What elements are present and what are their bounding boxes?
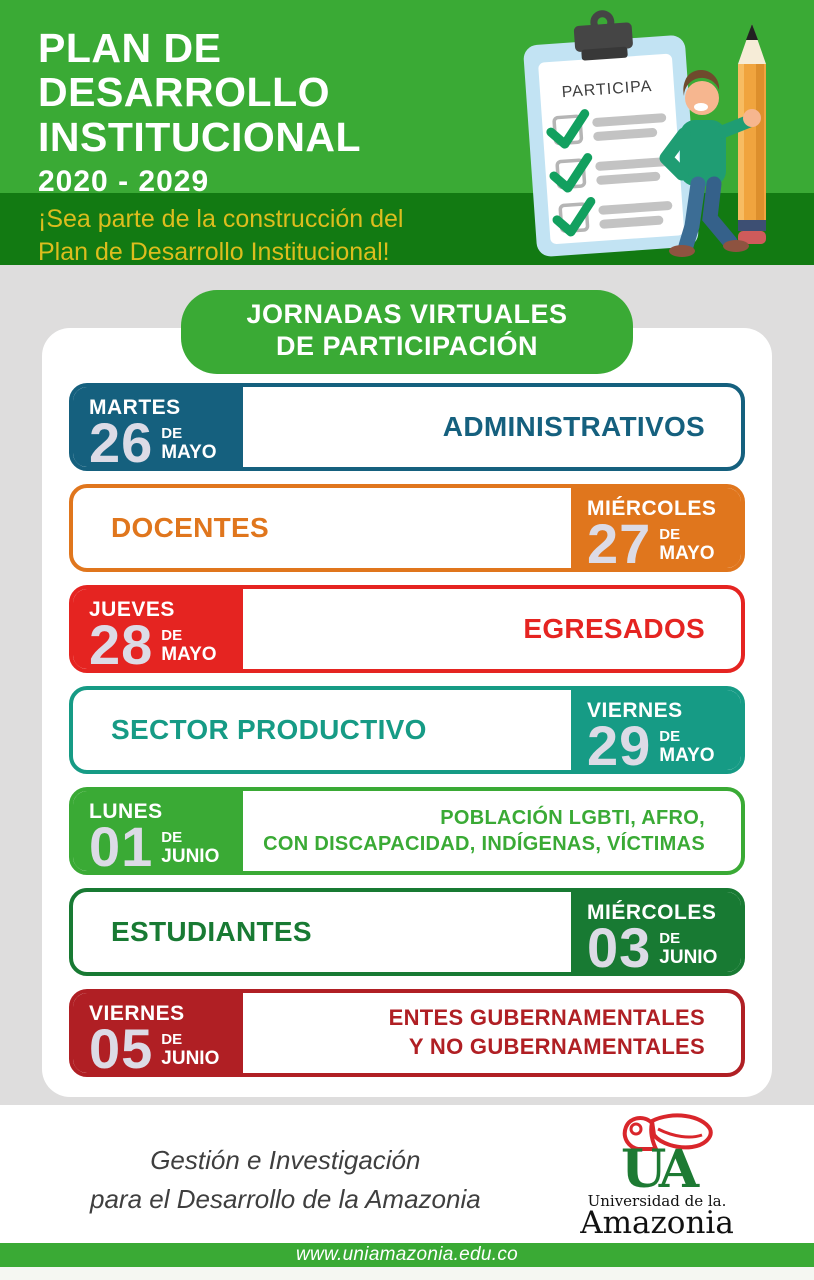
audience-label: ADMINISTRATIVOS [442, 411, 705, 442]
logo-top-text: Universidad de la. [588, 1192, 727, 1210]
university-logo: UA Universidad de la. Amazonia [572, 1109, 742, 1244]
day-number: 05 [89, 1017, 154, 1077]
de-label: DE [161, 627, 183, 644]
check-icon [546, 109, 667, 149]
de-label: DE [659, 930, 681, 947]
header-subtitle: ¡Sea parte de la construcción del Plan d… [38, 205, 404, 266]
date-box: MIÉRCOLES 27 DE MAYO [571, 488, 741, 568]
day-number: 27 [587, 512, 652, 572]
footer: Gestión e Investigación para el Desarrol… [0, 1105, 814, 1243]
month-label: MAYO [161, 441, 217, 463]
pencil-icon [738, 24, 766, 244]
schedule-row-egresados: JUEVES 28 DE MAYO EGRESADOS [69, 585, 745, 673]
day-label: MIÉRCOLES [587, 497, 717, 520]
footer-slogan: Gestión e Investigación para el Desarrol… [90, 1145, 481, 1214]
date-box: LUNES 01 DE JUNIO [73, 791, 243, 871]
logo-name-text: Amazonia [579, 1205, 734, 1239]
date-box: VIERNES 29 DE MAYO [571, 690, 741, 770]
month-label: MAYO [659, 744, 715, 766]
date-box: JUEVES 28 DE MAYO [73, 589, 243, 669]
toucan-icon [622, 1113, 713, 1151]
day-label: JUEVES [89, 598, 175, 621]
participa-illustration: PARTICIPA [523, 10, 766, 257]
de-label: DE [161, 829, 183, 846]
schedule-section: JORNADAS VIRTUALES DE PARTICIPACIÓN MART… [0, 265, 814, 1105]
poster-years: 2020 - 2029 [38, 165, 210, 198]
audience-label: SECTOR PRODUCTIVO [111, 714, 427, 745]
month-label: MAYO [161, 643, 217, 665]
day-label: MARTES [89, 396, 181, 419]
clipboard-label: PARTICIPA [561, 78, 653, 101]
day-label: MIÉRCOLES [587, 901, 717, 924]
day-label: LUNES [89, 800, 163, 823]
logo-monogram: UA [621, 1139, 700, 1200]
month-label: MAYO [659, 542, 715, 564]
schedule-row-administrativos: MARTES 26 DE MAYO ADMINISTRATIVOS [69, 383, 745, 471]
month-label: JUNIO [659, 946, 718, 968]
schedule-row-poblacion: LUNES 01 DE JUNIO POBLACIÓN LGBTI, AFRO, … [69, 787, 745, 875]
check-icon [549, 153, 670, 193]
clipboard-icon: PARTICIPA [523, 10, 699, 257]
bottom-strip [0, 1267, 814, 1280]
schedule-row-docentes: MIÉRCOLES 27 DE MAYO DOCENTES [69, 484, 745, 572]
header: PLAN DE DESARROLLO INSTITUCIONAL 2020 - … [0, 0, 814, 266]
day-number: 29 [587, 714, 652, 774]
poster-title: PLAN DE DESARROLLO INSTITUCIONAL [38, 25, 362, 160]
check-icon [552, 196, 673, 237]
day-number: 03 [587, 916, 652, 976]
website-url: www.uniamazonia.edu.co [295, 1244, 519, 1265]
date-box: VIERNES 05 DE JUNIO [73, 993, 243, 1073]
de-label: DE [161, 1031, 183, 1048]
de-label: DE [659, 728, 681, 745]
day-label: VIERNES [587, 699, 683, 722]
schedule-heading: JORNADAS VIRTUALES DE PARTICIPACIÓN [181, 290, 633, 374]
audience-label: ESTUDIANTES [111, 916, 312, 947]
month-label: JUNIO [161, 845, 220, 867]
date-box: MIÉRCOLES 03 DE JUNIO [571, 892, 741, 972]
schedule-row-sector-productivo: VIERNES 29 DE MAYO SECTOR PRODUCTIVO [69, 686, 745, 774]
audience-label: ENTES GUBERNAMENTALES Y NO GUBERNAMENTAL… [388, 1005, 705, 1059]
audience-label: DOCENTES [111, 512, 269, 543]
day-number: 01 [89, 815, 154, 875]
schedule-row-estudiantes: MIÉRCOLES 03 DE JUNIO ESTUDIANTES [69, 888, 745, 976]
schedule-row-entes: VIERNES 05 DE JUNIO ENTES GUBERNAMENTALES… [69, 989, 745, 1077]
audience-label: POBLACIÓN LGBTI, AFRO, CON DISCAPACIDAD,… [263, 807, 705, 855]
day-number: 26 [89, 411, 154, 471]
website-bar: www.uniamazonia.edu.co [0, 1243, 814, 1267]
month-label: JUNIO [161, 1047, 220, 1069]
date-box: MARTES 26 DE MAYO [73, 387, 243, 467]
person-illustration [659, 70, 761, 257]
schedule-card: MARTES 26 DE MAYO ADMINISTRATIVOS MIÉRCOL… [42, 328, 772, 1097]
day-number: 28 [89, 613, 154, 673]
de-label: DE [659, 526, 681, 543]
de-label: DE [161, 425, 183, 442]
day-label: VIERNES [89, 1002, 185, 1025]
audience-label: EGRESADOS [523, 613, 705, 644]
